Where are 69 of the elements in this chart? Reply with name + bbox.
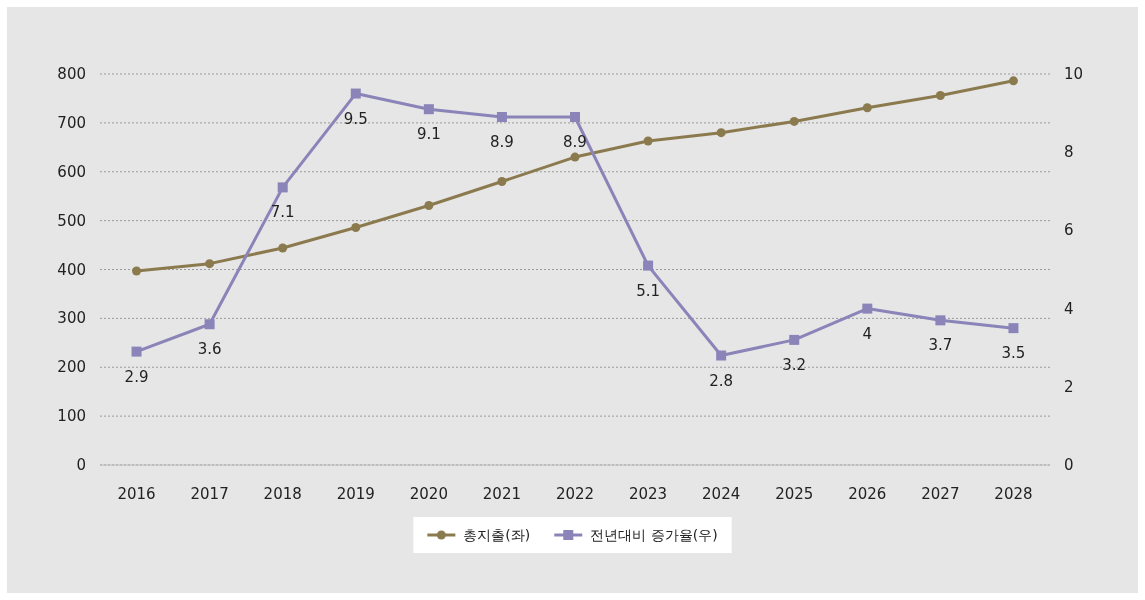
x-tick-label: 2020: [409, 485, 448, 503]
data-label: 2.9: [124, 367, 149, 386]
data-label: 3.6: [197, 340, 222, 359]
legend-label: 전년대비 증가율(우): [590, 527, 718, 543]
point: [350, 88, 361, 99]
point: [643, 260, 654, 271]
y-tick-label: 700: [57, 113, 86, 132]
x-tick-label: 2028: [994, 485, 1033, 503]
point: [789, 116, 799, 126]
point: [643, 136, 653, 146]
y2-tick-label: 2: [1064, 377, 1074, 396]
y-tick-label: 800: [57, 65, 86, 83]
data-label: 8.9: [563, 133, 587, 152]
y2-tick-label: 4: [1064, 299, 1074, 318]
x-tick-label: 2017: [190, 485, 229, 503]
point: [277, 182, 288, 193]
x-tick-label: 2021: [482, 485, 522, 503]
point: [496, 112, 507, 123]
data-label: 9.5: [343, 109, 368, 128]
data-label: 8.9: [489, 133, 514, 152]
y-tick-label: 0: [76, 456, 86, 474]
point: [935, 315, 946, 326]
point: [789, 334, 800, 345]
x-tick-label: 2023: [628, 485, 668, 503]
point: [570, 152, 580, 162]
data-label: 9.1: [416, 125, 441, 144]
data-label: 3.7: [928, 336, 953, 355]
point: [862, 303, 873, 314]
point: [423, 104, 434, 115]
point: [1008, 76, 1018, 86]
x-tick-label: 2019: [336, 485, 375, 503]
x-tick-label: 2026: [848, 485, 887, 503]
point: [497, 177, 507, 187]
point: [351, 222, 361, 232]
y-tick-label: 400: [57, 260, 86, 279]
point: [132, 266, 142, 276]
legend-label: 총지출(좌): [463, 527, 531, 543]
x-tick-label: 2027: [921, 485, 960, 503]
point: [935, 91, 945, 101]
x-tick-label: 2016: [117, 485, 156, 503]
y-tick-label: 100: [57, 407, 86, 426]
y2-tick-label: 8: [1064, 143, 1074, 162]
point: [716, 350, 727, 361]
point: [424, 200, 434, 210]
data-label: 2.8: [709, 371, 734, 390]
data-label: 7.1: [270, 203, 295, 222]
x-tick-label: 2024: [702, 485, 741, 503]
data-label: 5.1: [636, 281, 661, 300]
y2-tick-label: 10: [1064, 65, 1084, 83]
x-tick-label: 2018: [263, 485, 302, 503]
y2-tick-label: 6: [1064, 221, 1074, 240]
y-tick-label: 200: [57, 358, 86, 377]
x-tick-label: 2025: [775, 485, 814, 503]
y-tick-label: 300: [57, 309, 86, 328]
data-label: 3.2: [782, 355, 807, 374]
point: [570, 112, 580, 123]
y2-tick-label: 0: [1064, 456, 1074, 474]
y-tick-label: 600: [57, 162, 86, 181]
y-tick-label: 500: [57, 211, 86, 230]
point: [1008, 323, 1019, 334]
x-tick-label: 2022: [555, 485, 595, 503]
point: [204, 319, 215, 330]
point: [278, 243, 288, 253]
point: [131, 346, 142, 357]
point: [205, 259, 215, 269]
point: [716, 128, 726, 138]
data-label: 3.5: [1001, 344, 1026, 363]
data-label: 4: [862, 324, 873, 343]
point: [862, 103, 872, 113]
